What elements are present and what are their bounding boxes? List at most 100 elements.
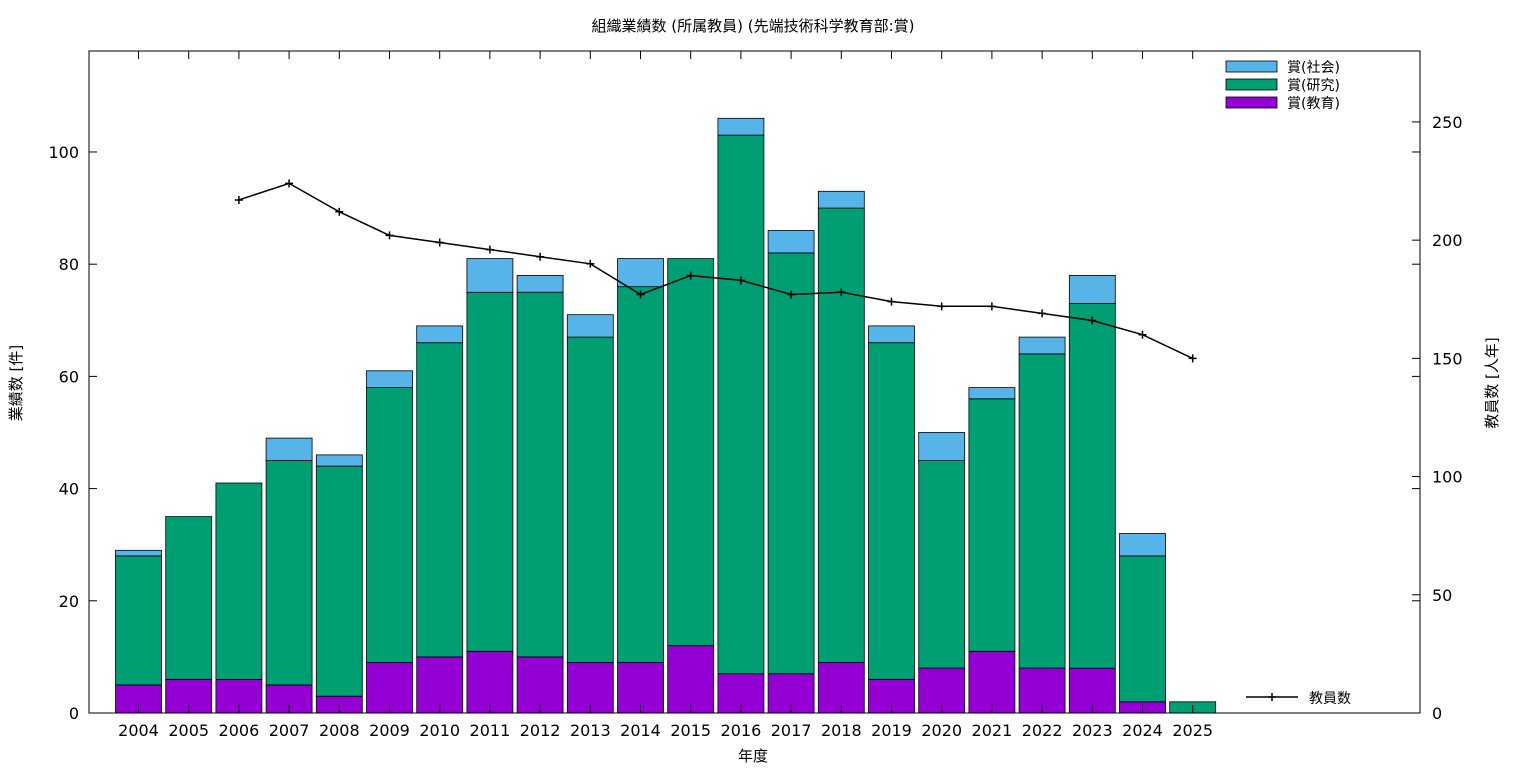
x-tick-label-2010: 2010 [419, 721, 460, 740]
bar-2019-series-2 [868, 325, 915, 344]
line-point-2020 [937, 302, 946, 311]
bar-2004-series-2 [115, 549, 162, 557]
x-tick-label-2009: 2009 [369, 721, 410, 740]
chart-title: 組織業績数 (所属教員) (先端技術科学教育部:賞) [591, 17, 914, 35]
x-tick-label-2025: 2025 [1172, 721, 1213, 740]
line-point-2008 [335, 207, 344, 216]
bars-layer [115, 117, 1217, 714]
bar-2015-series-0 [667, 645, 715, 714]
line-point-2017 [787, 290, 796, 299]
x-tick-label-2024: 2024 [1122, 721, 1163, 740]
bar-2017-series-1 [767, 252, 815, 675]
y-tick-label: 80 [59, 255, 79, 274]
bar-2024-series-2 [1119, 533, 1166, 557]
x-tick-label-2019: 2019 [871, 721, 912, 740]
y-tick-label: 60 [59, 367, 79, 386]
legend-swatch-2 [1225, 96, 1278, 109]
line-point-2025 [1188, 354, 1197, 363]
x-tick-label-2021: 2021 [972, 721, 1013, 740]
bar-2014-series-0 [617, 662, 664, 714]
axes-layer: 0 20 40 60 80 100 0 50 100 150 200 250 2004 2005 2006 2… [48, 51, 1463, 740]
line-point-2022 [1038, 309, 1047, 318]
bar-2008-series-2 [315, 454, 363, 467]
bar-2015-series-1 [667, 258, 715, 647]
x-tick-label-2016: 2016 [721, 721, 762, 740]
bar-2020-series-1 [918, 460, 966, 669]
y2-tick-label: 200 [1432, 231, 1463, 250]
x-tick-label-2020: 2020 [921, 721, 962, 740]
legend-label-1: 賞(研究) [1287, 78, 1340, 94]
legend-line-marker [1268, 693, 1276, 701]
bar-2010-series-2 [416, 325, 464, 344]
line-point-2016 [736, 276, 745, 285]
x-tick-label-2014: 2014 [620, 721, 661, 740]
bar-2018-series-1 [817, 207, 865, 663]
x-tick-label-2011: 2011 [470, 721, 511, 740]
bar-2006-series-1 [215, 482, 263, 680]
bar-2005-series-1 [165, 516, 213, 680]
x-tick-label-2017: 2017 [771, 721, 812, 740]
x-tick-label-2006: 2006 [219, 721, 260, 740]
bar-2009-series-1 [366, 387, 413, 663]
y2-axis-label: 教員数 [人年] [1483, 337, 1501, 428]
x-tick-label-2008: 2008 [319, 721, 360, 740]
bar-2004-series-1 [115, 555, 162, 686]
legend-swatch-0 [1225, 60, 1278, 73]
line-point-2023 [1088, 316, 1097, 325]
bar-2013-series-1 [566, 336, 614, 663]
bar-2012-series-1 [516, 291, 564, 658]
line-point-2021 [987, 302, 996, 311]
y-axis-label: 業績数 [件] [7, 345, 25, 421]
legend-swatch-1 [1225, 78, 1278, 91]
y-tick-label: 0 [69, 704, 79, 723]
line-point-2012 [536, 252, 545, 261]
x-tick-label-2005: 2005 [168, 721, 209, 740]
bar-2012-series-2 [516, 274, 564, 293]
line-layer [234, 179, 1197, 363]
line-point-2006 [234, 195, 243, 204]
bar-2008-series-1 [315, 465, 363, 697]
bar-2019-series-1 [868, 342, 915, 680]
line-point-2018 [837, 288, 846, 297]
x-tick-label-2004: 2004 [118, 721, 159, 740]
bar-2010-series-1 [416, 342, 464, 658]
bar-2016-series-2 [717, 117, 765, 136]
y2-tick-label: 0 [1432, 704, 1442, 723]
bar-2010-series-0 [416, 656, 464, 714]
x-tick-label-2022: 2022 [1022, 721, 1063, 740]
bar-2018-series-2 [817, 190, 865, 209]
line-point-2011 [485, 245, 494, 254]
bar-2014-series-1 [617, 286, 664, 663]
bar-2023-series-2 [1068, 274, 1116, 304]
legend-line-label: 教員数 [1309, 691, 1351, 707]
line-point-2013 [586, 259, 595, 268]
bar-2022-series-1 [1018, 353, 1066, 669]
bar-2024-series-1 [1119, 555, 1166, 703]
line-point-2007 [285, 179, 294, 188]
x-tick-label-2013: 2013 [570, 721, 611, 740]
bar-2009-series-2 [366, 370, 413, 388]
line-point-2009 [385, 231, 394, 240]
legend-label-0: 賞(社会) [1287, 60, 1340, 76]
y2-tick-label: 50 [1432, 586, 1452, 605]
y-tick-label: 20 [59, 592, 79, 611]
bar-2023-series-1 [1068, 303, 1116, 669]
x-tick-label-2007: 2007 [269, 721, 310, 740]
y2-tick-label: 150 [1432, 349, 1463, 368]
x-tick-label-2015: 2015 [670, 721, 711, 740]
x-tick-label-2023: 2023 [1072, 721, 1113, 740]
y2-tick-label: 100 [1432, 468, 1463, 487]
bar-2011-series-0 [466, 650, 514, 714]
bar-2020-series-2 [918, 432, 966, 462]
bar-2007-series-2 [265, 437, 313, 461]
bar-2014-series-2 [617, 258, 664, 288]
bar-2012-series-0 [516, 656, 564, 714]
legend-label-2: 賞(教育) [1287, 96, 1340, 112]
line-point-2014 [636, 290, 645, 299]
bar-2017-series-2 [767, 230, 815, 254]
bar-2011-series-1 [466, 291, 514, 652]
bar-2022-series-2 [1018, 336, 1066, 355]
bar-2013-series-2 [566, 314, 614, 338]
x-tick-label-2018: 2018 [821, 721, 862, 740]
line-point-2010 [435, 238, 444, 247]
